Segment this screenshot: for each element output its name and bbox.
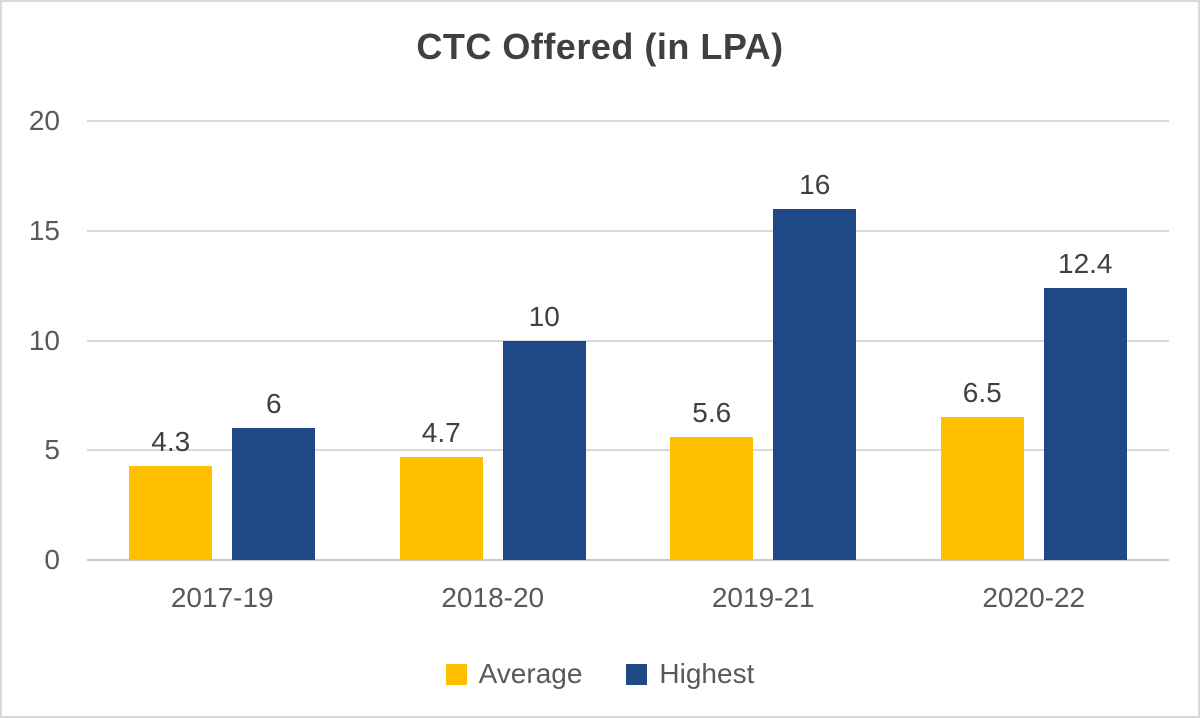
legend: Average Highest <box>2 658 1198 690</box>
bar-highest-2017-19 <box>232 428 316 560</box>
x-category-label-2019-21: 2019-21 <box>711 582 815 613</box>
y-tick-label-10: 10 <box>28 324 60 356</box>
data-label-average-2018-20: 4.7 <box>421 416 461 448</box>
legend-item-average: Average <box>445 658 583 690</box>
y-tick-label-15: 15 <box>28 214 60 246</box>
data-label-average-2017-19: 4.3 <box>151 425 191 457</box>
y-tick-label-0: 0 <box>44 544 60 575</box>
chart-title: CTC Offered (in LPA) <box>416 26 784 67</box>
x-category-label-2018-20: 2018-20 <box>441 582 545 613</box>
legend-item-highest: Highest <box>626 658 754 690</box>
data-label-average-2019-21: 5.6 <box>692 397 732 429</box>
data-label-highest-2018-20: 10 <box>528 300 560 332</box>
x-category-label-2017-19: 2017-19 <box>170 582 274 613</box>
legend-swatch-highest <box>626 663 648 685</box>
x-axis-line <box>87 559 1169 561</box>
data-label-average-2020-22: 6.5 <box>962 377 1002 409</box>
data-label-highest-2020-22: 12.4 <box>1058 247 1113 279</box>
bar-highest-2019-21 <box>773 208 857 560</box>
data-label-highest-2017-19: 6 <box>265 388 282 420</box>
gridline-y10 <box>87 339 1169 342</box>
gridline-y20 <box>87 120 1169 122</box>
bar-highest-2018-20 <box>502 340 586 560</box>
bar-average-2018-20 <box>399 456 483 560</box>
y-tick-label-5: 5 <box>44 434 60 466</box>
bar-average-2017-19 <box>129 465 213 560</box>
legend-label-average: Average <box>478 658 583 689</box>
plot-area: 4.3 6 4.7 10 5.6 16 6.5 12.4 <box>87 120 1169 561</box>
y-tick-label-20: 20 <box>28 105 60 136</box>
legend-label-highest: Highest <box>659 658 755 689</box>
data-label-highest-2019-21: 16 <box>799 168 831 200</box>
bar-average-2020-22 <box>940 417 1024 560</box>
bar-average-2019-21 <box>670 437 754 560</box>
gridline-y15 <box>87 229 1169 232</box>
bar-highest-2020-22 <box>1043 287 1127 560</box>
gridline-y5 <box>87 449 1169 452</box>
legend-swatch-average <box>445 663 467 685</box>
x-category-label-2020-22: 2020-22 <box>982 582 1086 613</box>
